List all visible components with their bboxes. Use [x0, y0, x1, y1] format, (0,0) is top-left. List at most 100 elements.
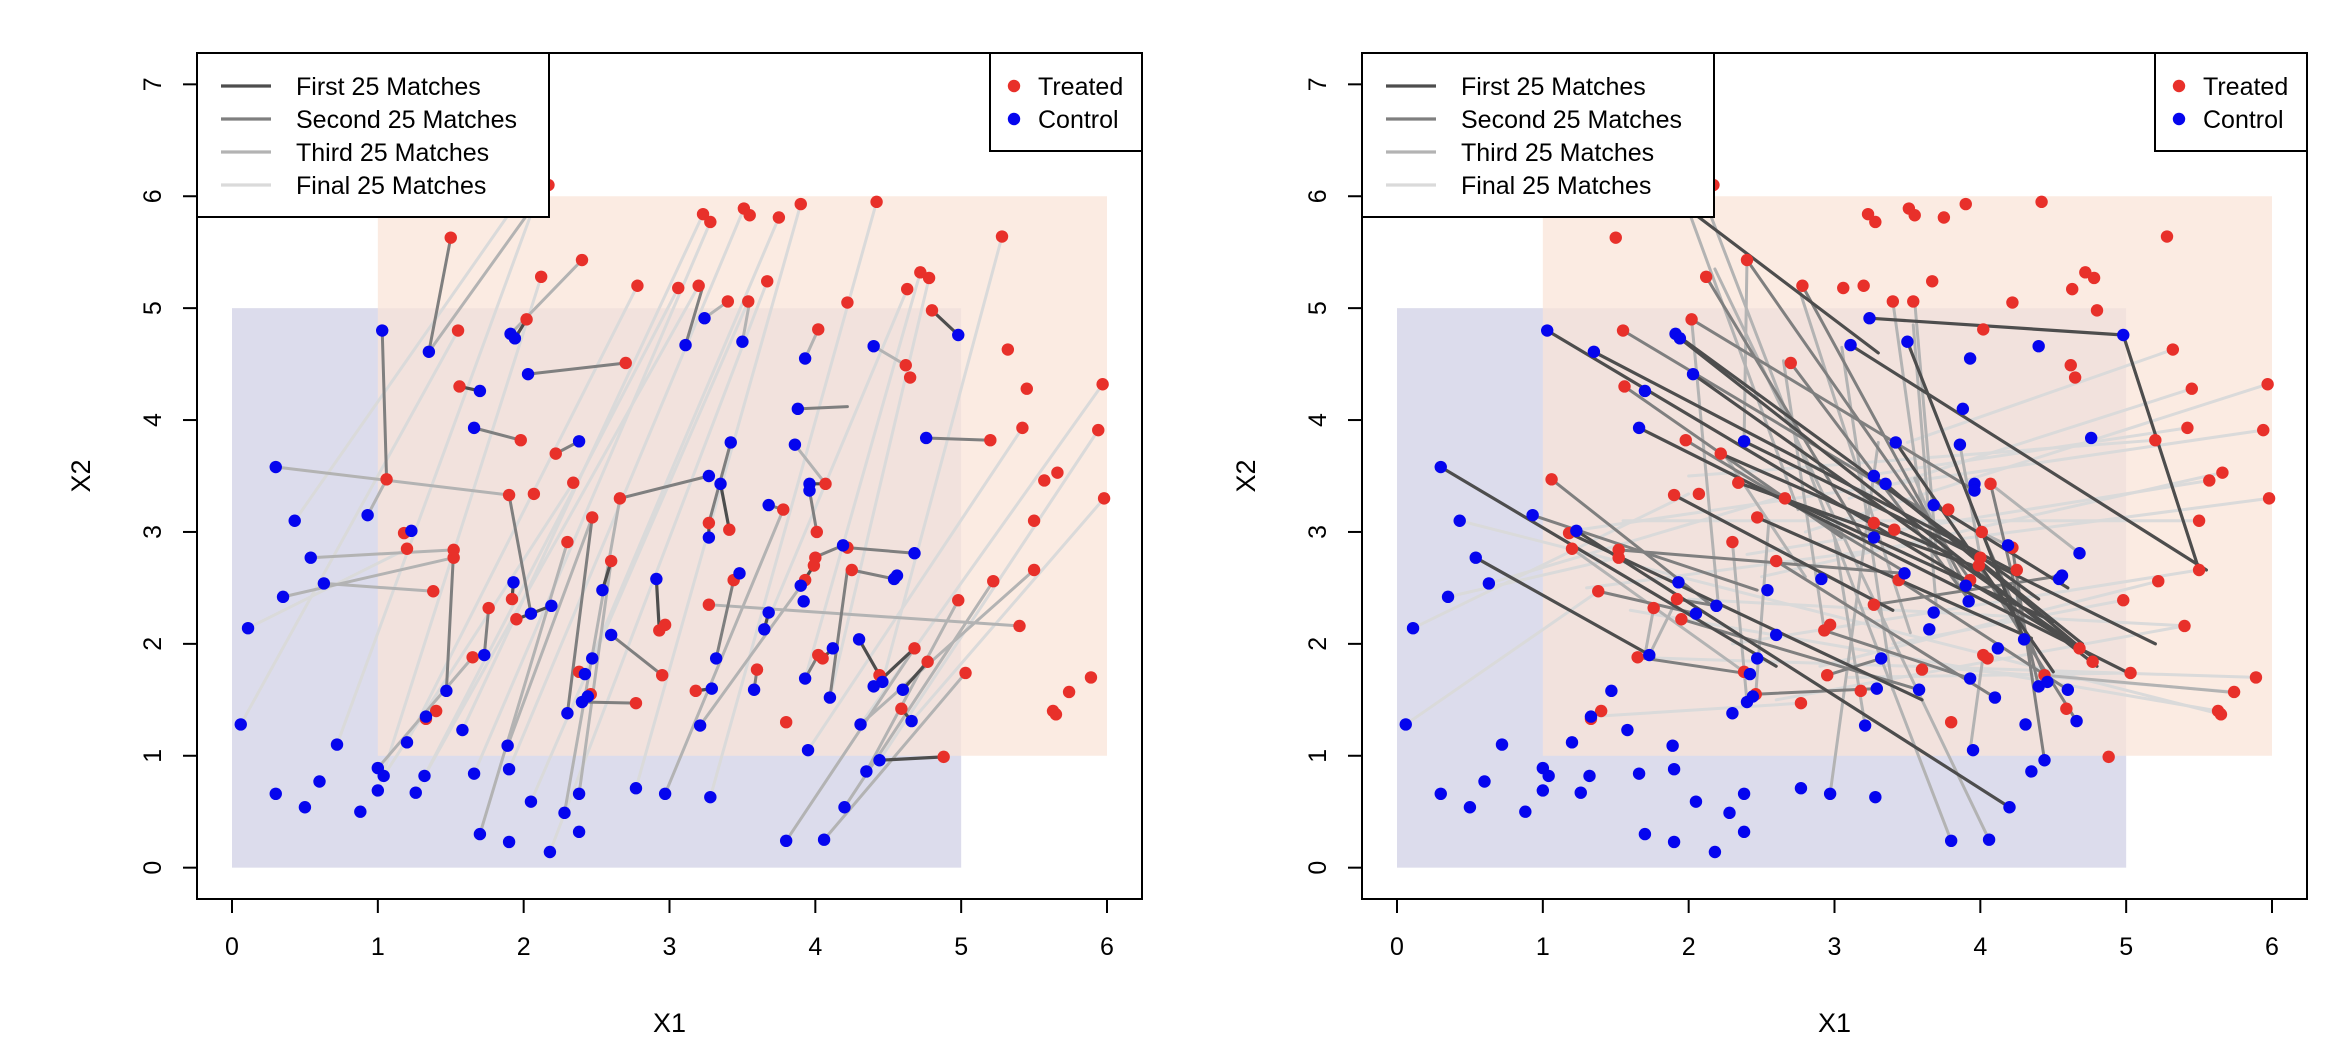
- match-line-final: [246, 547, 409, 630]
- treated-point: [567, 476, 580, 489]
- treated-point: [1977, 323, 1990, 336]
- y-tick-label: 7: [1304, 77, 1332, 91]
- treated-point: [1618, 380, 1631, 393]
- treated-point: [841, 296, 854, 309]
- x-axis-label: X1: [653, 1008, 686, 1038]
- control-point: [1441, 590, 1455, 604]
- treated-point: [575, 253, 589, 267]
- match-legend-label: Second 25 Matches: [296, 106, 517, 134]
- control-point: [317, 577, 331, 590]
- treated-point: [1020, 382, 1033, 395]
- treated-point: [1667, 488, 1681, 502]
- control-point: [1761, 583, 1774, 597]
- x-tick-label: 5: [954, 933, 968, 961]
- x-tick-label: 2: [517, 933, 531, 961]
- treated-point: [1937, 211, 1951, 224]
- match-legend-label: Final 25 Matches: [296, 172, 486, 200]
- match-line-second: [1989, 482, 2041, 688]
- x-tick-label: 2: [1682, 933, 1696, 961]
- control-point: [1959, 579, 1972, 592]
- treated-point: [807, 559, 821, 572]
- treated-point: [959, 666, 972, 680]
- treated-point: [1942, 503, 1955, 516]
- control-point: [543, 845, 557, 859]
- control-point: [1406, 621, 1420, 635]
- match-legend-label: First 25 Matches: [296, 73, 481, 101]
- control-point: [650, 572, 663, 586]
- treated-point: [1857, 279, 1870, 292]
- treated-point: [2035, 195, 2048, 209]
- match-line-final: [806, 426, 1024, 752]
- treated-point: [549, 447, 562, 460]
- match-line-final: [335, 196, 539, 747]
- match-line-second: [1636, 655, 1752, 676]
- match-legend: First 25 Matches Second 25 Matches Third 2…: [1361, 52, 1715, 218]
- control-point: [234, 718, 247, 731]
- treated-point: [1867, 598, 1881, 611]
- treated-point: [723, 523, 736, 536]
- match-line-final: [1847, 671, 2133, 679]
- control-point: [1710, 599, 1723, 613]
- match-line-first: [654, 577, 661, 633]
- treated-point: [1699, 270, 1713, 284]
- treated-point: [702, 516, 716, 530]
- control-point: [2032, 339, 2045, 353]
- treated-point: [2166, 343, 2180, 356]
- y-tick-label: 0: [1304, 861, 1332, 875]
- x-axis: 0 1 2 3 4 5 6 X1: [225, 898, 1114, 1038]
- match-line-third: [864, 598, 960, 773]
- treated-point: [937, 750, 950, 764]
- match-line-second: [845, 546, 916, 555]
- control-point: [507, 576, 520, 589]
- control-point: [704, 790, 717, 804]
- control-point: [836, 539, 850, 552]
- treated-point: [2216, 466, 2229, 479]
- treated-point: [1631, 651, 1644, 664]
- group-legend-swatch-control: [2172, 112, 2186, 126]
- treated-point: [1886, 295, 1900, 308]
- control-point: [1746, 690, 1760, 703]
- treated-point: [1959, 197, 1972, 211]
- x-tick-label: 4: [808, 933, 822, 961]
- control-point: [1574, 786, 1587, 799]
- control-point: [1632, 767, 1646, 780]
- control-point: [586, 652, 599, 665]
- treated-point: [704, 215, 717, 229]
- treated-point: [2124, 666, 2137, 680]
- match-line-third: [478, 540, 569, 836]
- match-line-third: [366, 477, 389, 517]
- control-point: [908, 547, 921, 560]
- control-point: [1815, 572, 1828, 586]
- treated-point: [2073, 642, 2086, 655]
- control-point: [714, 477, 727, 491]
- treated-point: [1097, 492, 1111, 505]
- treated-point: [482, 601, 495, 615]
- y-tick-label: 5: [1304, 301, 1332, 315]
- control-point: [561, 707, 574, 720]
- control-point: [1869, 790, 1882, 804]
- match-line-third: [793, 443, 828, 486]
- match-legend: First 25 Matches Second 25 Matches Third 2…: [196, 52, 550, 218]
- y-tick-label: 3: [139, 525, 167, 539]
- control-point: [473, 827, 487, 841]
- control-point: [1434, 787, 1447, 801]
- treated-point: [750, 663, 764, 676]
- treated-point: [1609, 231, 1622, 244]
- match-line-final: [423, 284, 701, 778]
- match-line-first: [1545, 328, 2085, 652]
- control-point: [679, 338, 692, 352]
- match-legend-label: Final 25 Matches: [1461, 172, 1651, 200]
- control-point: [377, 769, 390, 783]
- control-point: [629, 782, 643, 795]
- treated-point: [429, 704, 443, 718]
- match-line-first: [1848, 343, 2208, 572]
- control-point: [709, 652, 723, 665]
- treated-point: [1854, 684, 1867, 698]
- x-tick-label: 3: [1828, 933, 1842, 961]
- control-point: [1565, 736, 1579, 749]
- treated-point: [2185, 382, 2198, 395]
- control-point: [702, 469, 716, 483]
- treated-point: [1926, 275, 1939, 288]
- control-point: [1667, 762, 1681, 776]
- x-axis-label: X1: [1818, 1008, 1851, 1038]
